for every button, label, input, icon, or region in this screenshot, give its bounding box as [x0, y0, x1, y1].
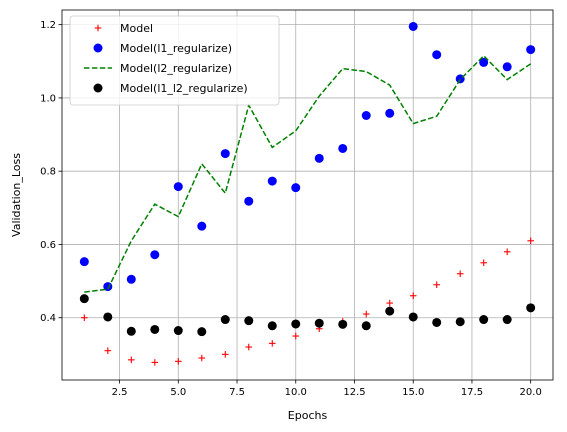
series-line: [84, 54, 532, 293]
legend-item: Model: [94, 22, 153, 35]
data-point: [408, 21, 418, 31]
legend-item: Model(l2_regularize): [84, 62, 232, 75]
data-point: [150, 250, 160, 260]
data-point: [268, 340, 276, 347]
data-point: [479, 315, 489, 325]
data-point: [526, 45, 536, 55]
series-model-l1-l2-regularize: [79, 294, 536, 337]
data-point: [197, 221, 207, 231]
data-point: [503, 248, 511, 256]
x-tick-label: 17.5: [461, 387, 483, 398]
data-point: [79, 257, 89, 267]
data-point: [385, 108, 395, 118]
data-point: [479, 57, 489, 67]
legend-label: Model(l2_regularize): [120, 62, 232, 75]
y-tick-label: 0.4: [40, 313, 56, 324]
data-point: [267, 321, 277, 331]
data-point: [151, 359, 159, 366]
data-point: [104, 347, 112, 354]
data-point: [314, 153, 324, 163]
x-tick-label: 2.5: [112, 387, 128, 398]
series-layer: [79, 21, 536, 366]
x-tick-label: 10.0: [285, 387, 307, 398]
x-axis: 2.5 5.0 7.5 10.0 12.5 15.0 17.5 20.0: [112, 380, 542, 398]
data-point: [81, 314, 88, 322]
data-point: [267, 176, 277, 186]
x-tick-label: 7.5: [229, 387, 245, 398]
data-point: [221, 351, 229, 358]
legend-label: Model: [120, 22, 153, 35]
data-point: [292, 332, 300, 340]
data-point: [361, 321, 371, 331]
data-point: [502, 62, 512, 72]
data-point: [174, 358, 182, 365]
y-tick-label: 1.2: [40, 20, 56, 31]
data-point: [432, 50, 442, 60]
data-point: [433, 281, 441, 289]
data-point: [197, 327, 207, 337]
data-point: [338, 143, 348, 153]
data-point: [126, 274, 136, 284]
data-point: [173, 326, 183, 336]
legend-label: Model(l1_regularize): [120, 42, 232, 55]
data-point: [408, 312, 418, 322]
y-axis: 0.4 0.6 0.8 1.0 1.2: [40, 20, 62, 324]
legend-item: Model(l1_l2_regularize): [93, 82, 248, 95]
x-axis-label: Epochs: [288, 409, 328, 422]
data-point: [128, 356, 135, 364]
plot-frame: [61, 9, 554, 381]
data-point: [502, 315, 512, 325]
data-point: [103, 312, 113, 322]
data-point: [291, 319, 301, 329]
data-point: [409, 292, 417, 300]
data-point: [526, 303, 536, 313]
x-tick-label: 20.0: [520, 387, 542, 398]
data-point: [245, 343, 253, 351]
y-tick-label: 0.8: [40, 167, 56, 178]
legend-box: [69, 15, 280, 106]
legend: Model Model(l1_regularize) Model(l2_regula…: [69, 15, 280, 106]
data-point: [79, 294, 89, 304]
series-model-l2-regularize: [84, 54, 532, 293]
y-tick-label: 0.6: [40, 240, 56, 251]
data-point: [150, 324, 160, 334]
x-tick-label: 12.5: [343, 387, 365, 398]
y-axis-label: Validation_Loss: [10, 153, 23, 237]
data-point: [220, 315, 230, 325]
data-point: [432, 317, 442, 327]
legend-marker: [93, 83, 103, 93]
legend-marker: [93, 43, 103, 53]
data-point: [362, 310, 370, 318]
legend-marker: [94, 24, 102, 32]
legend-item: Model(l1_regularize): [93, 42, 232, 55]
data-point: [244, 316, 254, 326]
legend-label: Model(l1_l2_regularize): [120, 82, 248, 95]
data-point: [456, 270, 464, 278]
y-tick-label: 1.0: [40, 93, 56, 104]
data-point: [126, 326, 136, 336]
data-point: [527, 237, 534, 245]
data-point: [314, 318, 324, 328]
x-tick-label: 5.0: [170, 387, 186, 398]
data-point: [173, 182, 183, 192]
data-point: [338, 319, 348, 329]
data-point: [386, 299, 394, 307]
data-point: [198, 354, 206, 362]
data-point: [480, 259, 487, 267]
data-point: [385, 306, 395, 316]
data-point: [361, 111, 371, 121]
data-point: [220, 149, 230, 159]
x-tick-label: 15.0: [402, 387, 424, 398]
data-point: [244, 196, 254, 206]
data-point: [291, 183, 301, 193]
data-point: [455, 317, 465, 327]
